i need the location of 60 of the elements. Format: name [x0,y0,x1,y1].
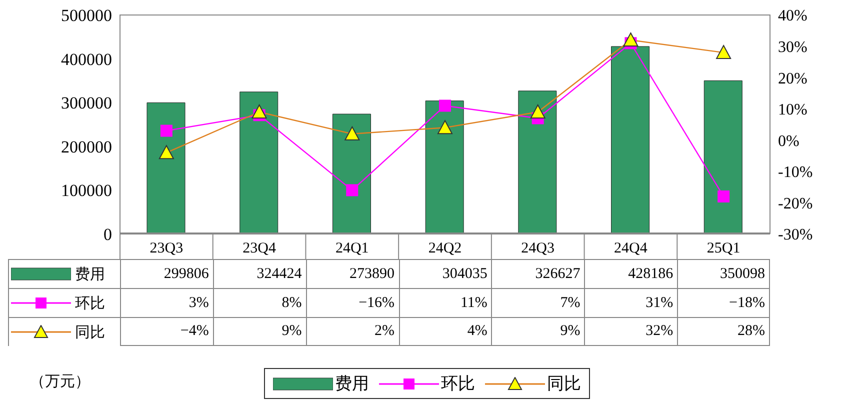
bar [611,46,650,234]
bar [425,100,464,234]
legend-label: 同比 [75,324,105,342]
legend-label: 环比 [75,294,105,312]
point [346,184,358,196]
y2-tick-label: 30% [778,38,808,56]
data-label: 8% [212,288,306,317]
legend-label: 费用 [75,266,105,284]
data-label: 9% [212,317,306,346]
y-tick-label: 400000 [61,50,112,69]
data-label: 11% [398,288,492,317]
text: 环比 [441,374,475,393]
data-label: −4% [120,317,213,346]
x-tick-label: 24Q3 [521,240,555,257]
point [439,100,451,112]
data-label: −16% [306,288,399,317]
y2-tick-label: -10% [778,164,813,182]
data-label: 4% [398,317,492,346]
data-label: 428186 [584,259,678,288]
point [160,124,172,137]
point [718,190,730,202]
data-label: 28% [677,317,770,346]
x-tick-label: 24Q1 [335,240,369,257]
y-tick-label: 100000 [61,181,112,200]
x-tick-label: 24Q4 [614,240,648,257]
bar [518,90,557,234]
y2-tick-label: -30% [778,226,813,244]
y-tick-label: 500000 [61,6,112,26]
y2-tick-label: 40% [778,8,808,25]
text: 同比 [547,374,581,393]
data-label: 273890 [306,259,399,288]
x-tick-label: 23Q4 [242,240,276,257]
x-tick-label: 25Q1 [706,240,740,257]
bar [240,92,278,234]
data-label: 326627 [491,259,584,288]
x-tick-label: 24Q2 [428,240,462,257]
data-label: 299806 [120,259,213,288]
y-tick-label: 0 [104,225,112,244]
data-label: 3% [120,288,213,317]
y2-tick-label: 10% [778,102,808,119]
x-tick-label: 23Q3 [150,240,184,257]
data-label: 32% [584,317,678,346]
bar [146,102,186,234]
y2-tick-label: -20% [778,195,813,212]
y-tick-label: 300000 [61,94,112,113]
data-label: 9% [491,317,584,346]
bar [332,114,371,234]
data-label: 31% [584,288,678,317]
data-label: 2% [306,317,399,346]
data-label: −18% [677,288,770,317]
data-label: 304035 [398,259,492,288]
y2-tick-label: 0% [778,132,800,150]
text: 费用 [335,374,369,393]
data-label: 7% [491,288,584,317]
y-tick-label: 200000 [61,137,112,156]
data-label: 350098 [677,259,770,288]
text: （万元） [30,373,90,391]
data-label: 324424 [212,259,306,288]
y2-tick-label: 20% [778,70,808,88]
bar [704,80,742,234]
